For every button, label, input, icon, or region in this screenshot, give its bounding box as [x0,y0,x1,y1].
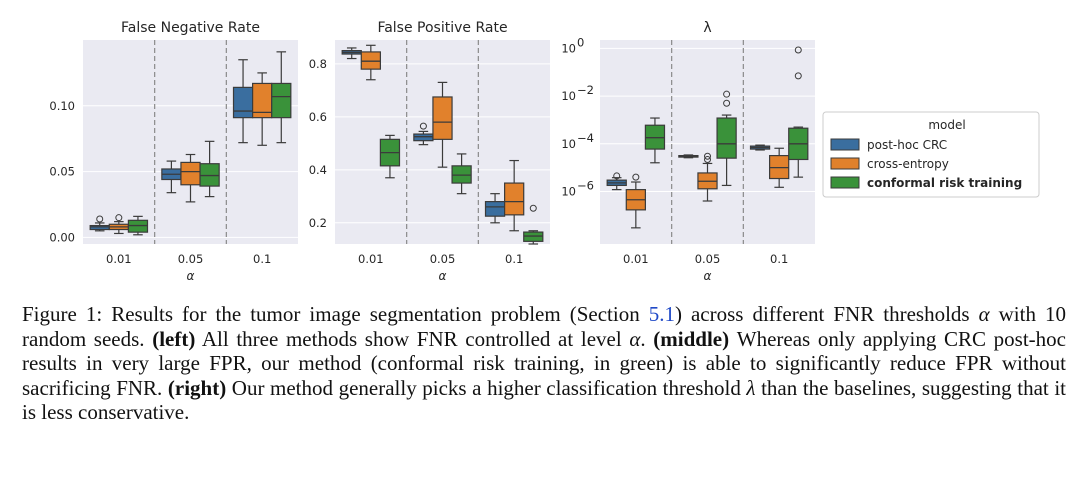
box [180,161,201,186]
legend-label: conformal risk training [867,176,1022,190]
caption-text-1: ) across different FNR thresholds [674,302,979,326]
y-tick-label: 0.6 [309,110,327,124]
outlier-point [723,90,731,98]
panel-title: False Positive Rate [377,20,507,36]
left-text: All three methods show FNR controlled at… [195,326,630,351]
left-label: (left) [152,326,196,351]
y-tick-label: 0.05 [49,165,75,179]
x-tick-label: 0.01 [358,252,384,266]
right-text: Our method generally picks a higher clas… [226,375,747,400]
x-tick-label: 0.1 [770,252,788,266]
y-tick-label: 10 [561,89,576,103]
x-tick-label: 0.05 [430,252,456,266]
box [504,182,525,216]
alpha-symbol: α [978,302,990,326]
box [89,224,110,231]
y-tick-exponent: −2 [577,83,594,97]
x-axis-label: α [187,269,195,283]
x-tick-label: 0.05 [178,252,204,266]
x-axis-label: α [439,269,447,283]
fnr-panel: 0.00 0.05 0.10 0.01 0.05 0.1 False Negative Ra… [49,20,298,283]
outlier-point [794,72,802,80]
panel-title: λ [703,20,711,36]
outlier-point [794,46,802,54]
alpha-symbol-2: α [629,326,641,351]
fpr-panel: 0.2 0.4 0.6 0.8 0.01 0.05 0.1 False Positive Ra… [309,20,550,283]
caption-end: than the baselines, suggesting that it i… [22,375,1066,425]
panel-title: False Negative Rate [121,20,260,36]
y-tick-label: 10 [561,185,576,199]
caption-text-3: . [640,326,654,351]
lambda-panel: 10−610−410−210 00.01 0.05 0.1λα [561,20,815,283]
box [413,133,434,142]
lambda-symbol: λ [746,375,756,400]
middle-text: Whereas only applying CRC post-hoc resul… [22,326,1066,400]
caption-prefix: Figure 1: Results for the tumor image se… [22,302,649,326]
middle-label: (middle) [653,326,730,351]
legend-swatch [830,138,860,151]
outlier-point [613,172,621,180]
y-tick-exponent: 0 [577,35,584,49]
y-tick-label: 0.8 [309,57,327,71]
y-tick-exponent: −4 [577,131,594,145]
y-tick-label: 0.00 [49,230,75,244]
legend-label: cross-entropy [867,157,949,171]
figure-caption: Figure 1: Results for the tumor image se… [22,302,1066,425]
legend-frame [822,111,1040,198]
outlier-point [419,122,427,130]
box [716,117,737,159]
outlier-point [529,204,537,212]
section-link[interactable]: 5.1 [648,302,675,326]
box [127,219,149,233]
legend-swatch [830,176,860,189]
y-tick-exponent: −6 [577,179,594,193]
box [232,86,254,119]
plot-background [600,40,815,244]
x-axis-label: α [704,269,712,283]
box [484,201,506,217]
y-tick-label: 10 [561,137,576,151]
x-tick-label: 0.1 [505,252,523,266]
outlier-point [704,155,711,163]
y-tick-label: 0.10 [49,99,75,113]
outlier-point [723,99,731,107]
caption-text-2: with 10 random seeds. [22,302,1066,351]
box [523,231,544,242]
box [432,96,453,140]
plot-background [83,40,298,244]
outlier-point [115,214,123,222]
x-tick-label: 0.01 [106,252,132,266]
right-label: (right) [167,375,227,400]
outlier-point [632,173,640,181]
x-tick-label: 0.05 [695,252,721,266]
x-tick-label: 0.1 [253,252,271,266]
legend: model post-hoc CRC cross-entropy conformal … [822,111,1040,198]
legend-swatch [830,157,860,170]
outlier-point [704,152,711,160]
legend-label: post-hoc CRC [867,138,947,152]
box [451,165,472,184]
x-tick-label: 0.01 [623,252,649,266]
y-tick-label: 10 [561,41,576,55]
outlier-point [96,215,104,223]
box [199,163,220,187]
y-tick-label: 0.2 [309,216,327,230]
y-tick-label: 0.4 [309,163,327,177]
legend-title: model [928,118,965,132]
box [271,82,292,119]
box [360,51,381,70]
